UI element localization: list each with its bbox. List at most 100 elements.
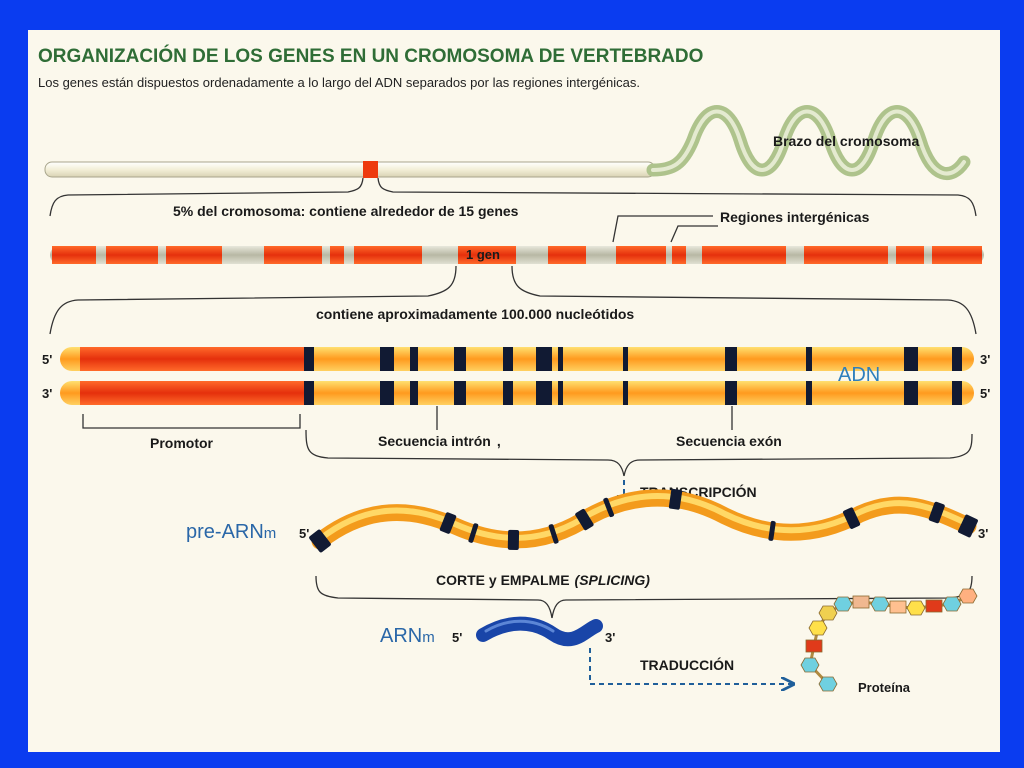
dna-band-top	[558, 347, 563, 371]
exon-label: Secuencia exón	[676, 433, 782, 449]
promoter-bracket	[82, 414, 301, 429]
diagram-subtitle: Los genes están dispuestos ordenadamente…	[38, 75, 640, 90]
promoter-region-top	[80, 347, 304, 371]
dna-band-bottom	[623, 381, 628, 405]
brace4-left	[315, 575, 553, 619]
gene-blocks	[52, 246, 982, 264]
strand-top-3-label: 3'	[980, 352, 990, 367]
intron-label: Secuencia intrón,	[378, 433, 501, 449]
amino-acid-bead	[833, 596, 853, 612]
pre-mrna-band	[468, 523, 479, 543]
dna-band-bottom	[725, 381, 737, 405]
amino-acid-bead	[942, 596, 962, 612]
dna-band-bottom	[904, 381, 918, 405]
gene-block	[548, 246, 586, 264]
dna-band-top	[725, 347, 737, 371]
gene-block	[106, 246, 158, 264]
amino-acid-bead	[870, 596, 890, 612]
dna-band-bottom	[410, 381, 418, 405]
pre-mrna-band	[439, 512, 457, 534]
pre-mrna-band	[548, 524, 559, 544]
amino-acid-bead	[808, 620, 828, 636]
strand-bottom-5-label: 5'	[980, 386, 990, 401]
pre-mrna-bands	[309, 488, 978, 553]
dna-band-top	[503, 347, 513, 371]
dna-band-bottom	[952, 381, 962, 405]
pre-mrna-band	[928, 501, 945, 524]
dna-band-top	[536, 347, 552, 371]
gene-block	[616, 246, 666, 264]
gene-block	[166, 246, 222, 264]
dna-band-bottom	[536, 381, 552, 405]
gene-block	[330, 246, 344, 264]
splicing-label: CORTE y EMPALME (SPLICING)	[436, 572, 650, 588]
pre-mrna-band	[768, 520, 776, 541]
brace3-left	[305, 429, 625, 477]
intergenic-label: Regiones intergénicas	[720, 209, 870, 225]
diagram-slide: ORGANIZACIÓN DE LOS GENES EN UN CROMOSOM…	[28, 30, 1000, 752]
pre-mrna-band	[603, 497, 615, 518]
dna-band-top	[623, 347, 628, 371]
protein-label: Proteína	[858, 680, 911, 695]
gene-block	[458, 246, 516, 264]
nucleotide-count-label: contiene aproximadamente 100.000 nucleót…	[316, 306, 634, 322]
dna-band-top	[904, 347, 918, 371]
brace2-right	[511, 265, 977, 335]
dna-band-top	[952, 347, 962, 371]
gene-block	[354, 246, 422, 264]
intergenic-pointer-2	[670, 225, 718, 243]
intergenic-pointer-1	[612, 215, 713, 243]
pre-mrna-band	[668, 488, 683, 510]
amino-acid-bead	[906, 600, 926, 616]
mrna-label: ARNm	[380, 625, 435, 647]
brace3-right	[623, 433, 973, 477]
translation-label: TRADUCCIÓN	[640, 656, 734, 673]
amino-acid-bead	[958, 588, 978, 604]
dna-band-bottom	[503, 381, 513, 405]
dna-band-top	[410, 347, 418, 371]
gene-block	[932, 246, 960, 264]
gene-segment-marker	[363, 161, 378, 178]
dna-band-bottom	[304, 381, 314, 405]
dna-band-bottom	[380, 381, 394, 405]
pre-mrna-band	[309, 529, 331, 553]
chromosome-segment	[50, 246, 984, 264]
gene-organization-diagram: ORGANIZACIÓN DE LOS GENES EN UN CROMOSOM…	[38, 45, 990, 695]
strand-bottom-3-label: 3'	[42, 386, 52, 401]
protein-chain	[800, 588, 978, 692]
gene-block	[76, 246, 96, 264]
pre-mrna-strand	[309, 488, 978, 553]
diagram-title: ORGANIZACIÓN DE LOS GENES EN UN CROMOSOM…	[38, 45, 703, 67]
mrna-3-label: 3'	[605, 630, 615, 645]
translation-arrow	[589, 648, 792, 684]
dna-band-top	[454, 347, 466, 371]
dna-band-top	[806, 347, 812, 371]
dna-double-strand	[60, 347, 974, 405]
brace2-left	[49, 265, 457, 335]
gene-block	[896, 246, 924, 264]
brace-right	[377, 177, 977, 217]
pre-mrna-label: pre-ARNm	[186, 521, 276, 543]
pre-mrna-5-label: 5'	[299, 526, 309, 541]
pre-mrna-band	[842, 507, 861, 529]
dna-band-bottom	[806, 381, 812, 405]
amino-acid-bead	[805, 639, 823, 653]
brace4-right	[551, 575, 973, 619]
dna-band-top	[380, 347, 394, 371]
segment-label: 5% del cromosoma: contiene alrededor de …	[173, 203, 519, 219]
chromosome-arm-label: Brazo del cromosoma	[773, 133, 919, 149]
mrna-strand	[476, 616, 603, 647]
promoter-label: Promotor	[150, 435, 214, 451]
amino-acid-bead	[818, 676, 838, 692]
gene-block	[672, 246, 686, 264]
dna-band-bottom	[558, 381, 563, 405]
amino-acid-bead	[925, 599, 943, 613]
amino-acid-bead	[852, 595, 870, 609]
gene-block	[702, 246, 786, 264]
amino-acid-bead	[818, 605, 838, 621]
promoter-region-bottom	[80, 381, 304, 405]
chromosome-arm	[44, 105, 971, 180]
pre-mrna-band	[958, 514, 978, 538]
dna-band-top	[304, 347, 314, 371]
strand-top-5-label: 5'	[42, 352, 52, 367]
